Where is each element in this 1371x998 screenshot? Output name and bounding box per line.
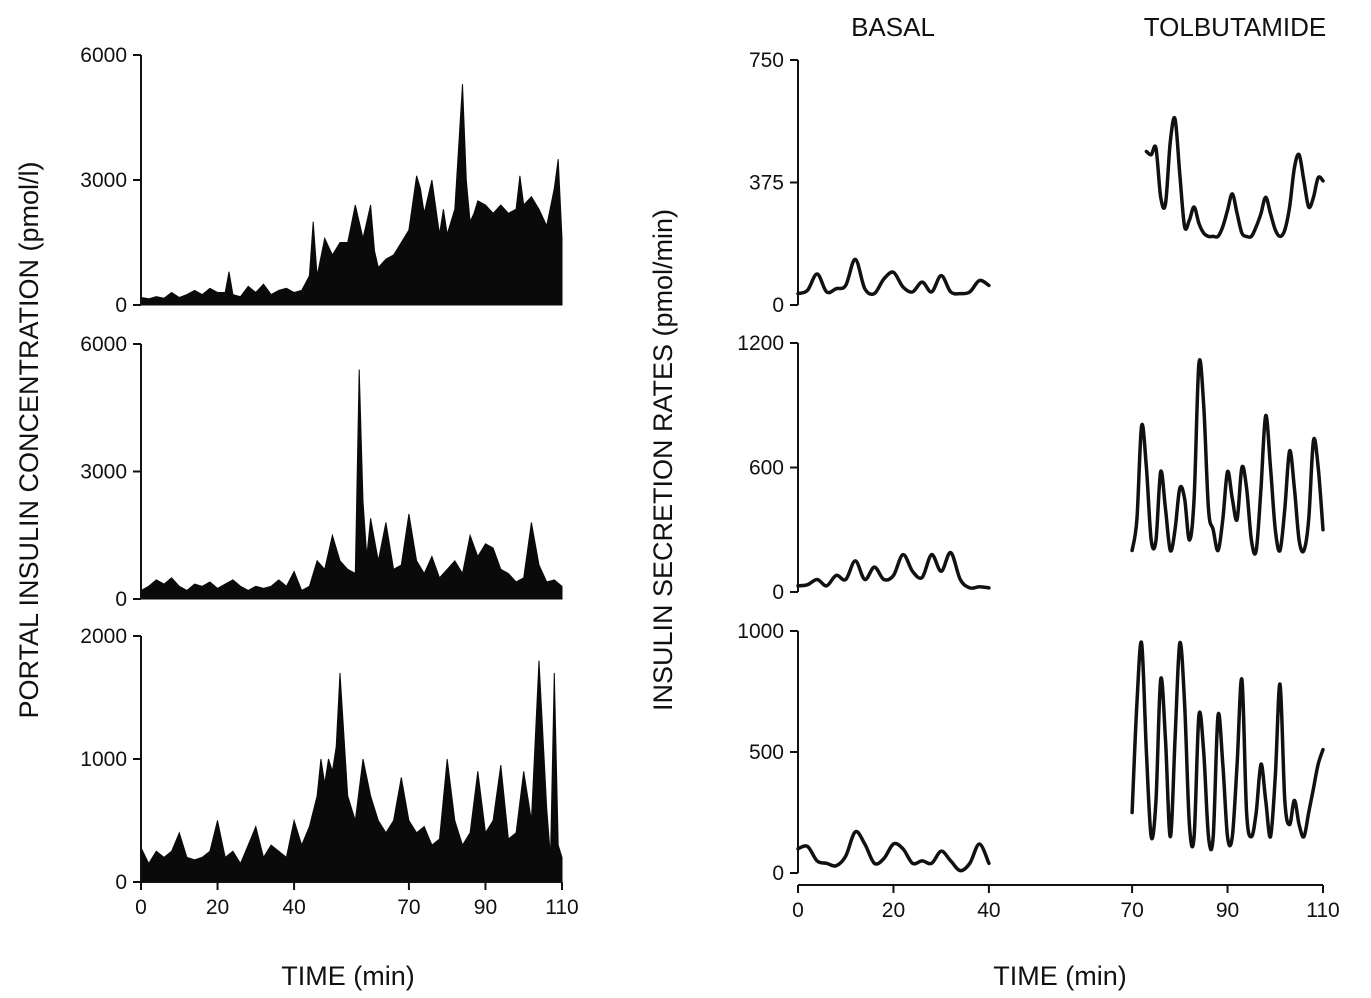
y-tick-label: 375 [749, 172, 784, 195]
x-tick-label: 90 [474, 896, 497, 919]
y-tick-label: 750 [749, 49, 784, 72]
subplot-line-1: 0 375 750 [749, 49, 1325, 317]
basal-phase-label: BASAL [851, 12, 935, 42]
x-tick-label: 40 [977, 899, 1000, 922]
line-series-3-basal [796, 829, 991, 873]
tolbutamide-phase-label: TOLBUTAMIDE [1144, 12, 1327, 42]
line-series-2-basal [796, 550, 991, 590]
left-ylabel: PORTAL INSULIN CONCENTRATION (pmol/l) [14, 161, 44, 718]
x-tick-label: 20 [882, 899, 905, 922]
subplot-line-3: 0 500 1000 [737, 620, 1325, 885]
x-tick-label: 70 [397, 896, 420, 919]
left-panel: 0 3000 6000 0 3000 6000 0 1000 2000 0 20 40 70 90 110 [80, 44, 578, 919]
subplot-line-2: 0 600 1200 [737, 332, 1325, 604]
subplot-area-1: 0 3000 6000 [80, 44, 563, 317]
line-series-1-tolbutamide [1144, 115, 1325, 239]
y-tick-label: 600 [749, 457, 784, 480]
line-series-3-tolbutamide [1130, 640, 1325, 852]
x-tick-label: 0 [792, 899, 804, 922]
x-tick-label: 20 [206, 896, 229, 919]
y-tick-label: 0 [115, 871, 127, 894]
area-series-3 [140, 660, 563, 883]
area-series-2 [140, 369, 563, 600]
subplot-area-3: 0 1000 2000 [80, 625, 563, 894]
x-tick-label: 40 [282, 896, 305, 919]
y-tick-label: 0 [772, 581, 784, 604]
x-tick-label: 70 [1120, 899, 1143, 922]
y-tick-label: 0 [772, 294, 784, 317]
y-tick-label: 0 [115, 294, 127, 317]
y-tick-label: 500 [749, 741, 784, 764]
y-tick-label: 3000 [80, 461, 127, 484]
area-series-1 [140, 84, 563, 306]
x-tick-label: 110 [1306, 899, 1339, 922]
y-tick-label: 6000 [80, 333, 127, 356]
right-panel: 0 375 750 0 600 1200 0 500 1000 0 20 40 70 90 110 [737, 49, 1339, 922]
y-tick-label: 1200 [737, 332, 784, 355]
y-tick-label: 1000 [737, 620, 784, 643]
x-tick-label: 90 [1216, 899, 1239, 922]
y-tick-label: 0 [115, 588, 127, 611]
right-ylabel: INSULIN SECRETION RATES (pmol/min) [648, 209, 678, 711]
line-series-1-basal [796, 257, 991, 297]
y-tick-label: 6000 [80, 44, 127, 67]
subplot-area-2: 0 3000 6000 [80, 333, 563, 611]
y-tick-label: 2000 [80, 625, 127, 648]
right-xlabel: TIME (min) [993, 961, 1126, 991]
left-xlabel: TIME (min) [281, 961, 414, 991]
y-tick-label: 3000 [80, 169, 127, 192]
line-series-2-tolbutamide [1130, 358, 1325, 556]
y-tick-label: 1000 [80, 748, 127, 771]
x-tick-label: 0 [135, 896, 147, 919]
x-tick-label: 110 [545, 896, 578, 919]
y-tick-label: 0 [772, 862, 784, 885]
